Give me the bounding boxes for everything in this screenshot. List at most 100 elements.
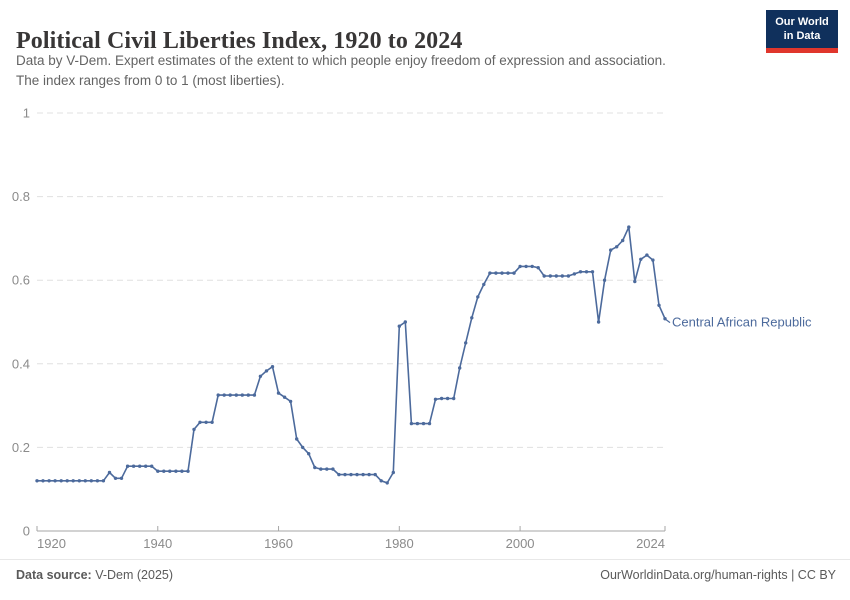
data-point <box>367 472 371 477</box>
data-point <box>234 393 238 397</box>
data-point <box>113 476 118 480</box>
data-point <box>325 467 329 471</box>
data-point <box>494 271 498 275</box>
owid-logo[interactable]: Our World in Data <box>766 10 838 53</box>
data-point <box>95 479 100 483</box>
data-point <box>331 467 335 471</box>
data-point <box>512 271 516 275</box>
page-title: Political Civil Liberties Index, 1920 to… <box>16 28 463 55</box>
data-point <box>391 470 395 475</box>
data-point <box>645 253 649 257</box>
data-point <box>71 479 75 483</box>
data-point <box>415 421 420 426</box>
data-point <box>560 274 564 278</box>
data-point <box>530 264 534 269</box>
data-point <box>602 278 607 282</box>
data-point <box>276 391 281 395</box>
data-point <box>101 479 106 483</box>
data-point <box>35 479 39 483</box>
data-point <box>282 395 287 399</box>
x-tick-label: 2024 <box>636 536 665 551</box>
data-point <box>397 324 401 328</box>
data-point <box>307 452 311 456</box>
subtitle-line-2: The index ranges from 0 to 1 (most liber… <box>16 72 285 88</box>
data-point <box>548 274 552 278</box>
data-point <box>59 479 63 483</box>
footer-divider <box>0 559 850 560</box>
data-point <box>156 469 160 473</box>
data-source-note: Data source: V-Dem (2025) <box>16 568 173 582</box>
data-point <box>168 469 172 473</box>
data-point <box>500 271 504 275</box>
data-point <box>349 472 353 477</box>
data-point <box>89 479 94 483</box>
data-source-value: V-Dem (2025) <box>91 568 174 582</box>
series-points <box>35 225 667 485</box>
y-tick-label: 1 <box>23 106 30 121</box>
data-point <box>452 396 456 401</box>
data-point <box>379 479 383 483</box>
data-point <box>524 264 528 269</box>
data-point <box>536 266 540 270</box>
data-point <box>47 479 51 483</box>
data-point <box>355 472 359 477</box>
owid-logo-line2: in Data <box>783 29 821 42</box>
x-tick-label: 1920 <box>37 536 66 551</box>
data-point <box>578 270 583 274</box>
x-tick-label: 1940 <box>143 536 172 551</box>
data-source-label: Data source: <box>16 568 92 582</box>
data-point <box>240 393 244 397</box>
x-tick-label: 1960 <box>264 536 293 551</box>
data-point <box>174 469 178 473</box>
data-point <box>264 369 269 373</box>
data-point <box>409 421 414 426</box>
data-point <box>270 365 275 369</box>
data-point <box>246 393 250 397</box>
data-point <box>566 274 571 278</box>
data-point <box>427 421 432 426</box>
y-tick-label: 0.8 <box>12 189 30 204</box>
data-point <box>77 479 82 483</box>
series-line <box>37 226 666 484</box>
data-point <box>657 303 661 307</box>
data-point <box>476 295 480 299</box>
data-point <box>488 271 492 275</box>
data-point <box>222 393 226 397</box>
data-point <box>210 420 214 424</box>
data-point <box>361 472 365 477</box>
data-point <box>343 472 347 477</box>
data-point <box>518 264 522 269</box>
data-point <box>162 469 166 473</box>
data-point <box>590 270 595 274</box>
chart-subtitle: Data by V-Dem. Expert estimates of the e… <box>16 51 756 90</box>
data-point <box>596 320 601 324</box>
data-point <box>216 393 220 397</box>
data-point <box>295 437 299 441</box>
x-tick-label: 1980 <box>385 536 414 551</box>
credit-link[interactable]: OurWorldinData.org/human-rights | CC BY <box>600 568 836 582</box>
data-point <box>180 469 184 473</box>
data-point <box>464 341 468 345</box>
data-point <box>615 245 619 249</box>
y-tick-label: 0 <box>23 524 30 539</box>
data-point <box>119 476 124 480</box>
y-tick-label: 0.2 <box>12 440 30 455</box>
data-point <box>288 399 293 404</box>
data-point <box>609 248 613 252</box>
data-point <box>433 397 438 401</box>
data-point <box>584 270 589 274</box>
entity-label: Central African Republic <box>672 315 812 330</box>
data-point <box>204 420 208 424</box>
data-point <box>228 393 232 397</box>
data-point <box>41 479 45 483</box>
y-tick-label: 0.6 <box>12 273 30 288</box>
data-point <box>319 467 323 471</box>
data-point <box>385 481 389 485</box>
data-point <box>258 374 263 378</box>
data-point <box>482 282 486 287</box>
data-point <box>337 472 341 477</box>
data-point <box>439 396 444 401</box>
data-point <box>621 238 625 243</box>
data-point <box>192 427 196 432</box>
